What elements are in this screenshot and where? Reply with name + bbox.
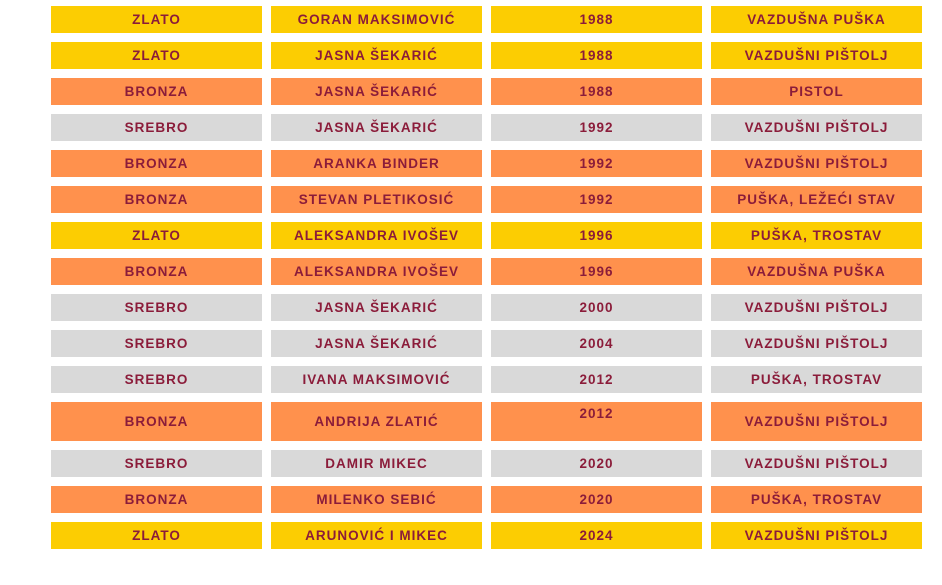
discipline-cell: PUŠKA, TROSTAV bbox=[711, 366, 922, 393]
year-cell: 1988 bbox=[491, 42, 702, 69]
medal-cell: BRONZA bbox=[51, 150, 262, 177]
discipline-cell: VAZDUŠNA PUŠKA bbox=[711, 6, 922, 33]
discipline-cell: VAZDUŠNI PIŠTOLJ bbox=[711, 522, 922, 549]
year-cell: 2012 bbox=[491, 366, 702, 393]
table-row: ZLATO ALEKSANDRA IVOŠEV 1996 PUŠKA, TROSTAV bbox=[51, 222, 922, 249]
discipline-cell: PUŠKA, LEŽEĆI STAV bbox=[711, 186, 922, 213]
athlete-cell: JASNA ŠEKARIĆ bbox=[271, 42, 482, 69]
medal-cell: SREBRO bbox=[51, 450, 262, 477]
table-row: SREBRO JASNA ŠEKARIĆ 2000 VAZDUŠNI PIŠTOLJ bbox=[51, 294, 922, 321]
year-cell: 1996 bbox=[491, 222, 702, 249]
medal-table: ZLATO GORAN MAKSIMOVIĆ 1988 VAZDUŠNA PUŠKA Z… bbox=[51, 6, 922, 558]
year-cell: 2024 bbox=[491, 522, 702, 549]
table-row: BRONZA MILENKO SEBIĆ 2020 PUŠKA, TROSTAV bbox=[51, 486, 922, 513]
year-cell: 2000 bbox=[491, 294, 702, 321]
year-cell: 1992 bbox=[491, 114, 702, 141]
athlete-cell: ANDRIJA ZLATIĆ bbox=[271, 402, 482, 441]
table-row: BRONZA STEVAN PLETIKOSIĆ 1992 PUŠKA, LEŽEĆI… bbox=[51, 186, 922, 213]
table-row: ZLATO ARUNOVIĆ I MIKEC 2024 VAZDUŠNI PIŠTOL… bbox=[51, 522, 922, 549]
discipline-cell: VAZDUŠNI PIŠTOLJ bbox=[711, 294, 922, 321]
table-row: BRONZA JASNA ŠEKARIĆ 1988 PISTOL bbox=[51, 78, 922, 105]
athlete-cell: ALEKSANDRA IVOŠEV bbox=[271, 222, 482, 249]
year-cell: 2020 bbox=[491, 486, 702, 513]
athlete-cell: JASNA ŠEKARIĆ bbox=[271, 294, 482, 321]
athlete-cell: ALEKSANDRA IVOŠEV bbox=[271, 258, 482, 285]
athlete-cell: ARANKA BINDER bbox=[271, 150, 482, 177]
medal-cell: BRONZA bbox=[51, 78, 262, 105]
athlete-cell: ARUNOVIĆ I MIKEC bbox=[271, 522, 482, 549]
year-cell: 1996 bbox=[491, 258, 702, 285]
table-row: BRONZA ALEKSANDRA IVOŠEV 1996 VAZDUŠNA PUŠK… bbox=[51, 258, 922, 285]
year-cell: 1992 bbox=[491, 186, 702, 213]
year-cell: 2004 bbox=[491, 330, 702, 357]
medal-cell: BRONZA bbox=[51, 486, 262, 513]
athlete-cell: STEVAN PLETIKOSIĆ bbox=[271, 186, 482, 213]
medal-cell: SREBRO bbox=[51, 330, 262, 357]
medal-cell: BRONZA bbox=[51, 258, 262, 285]
table-row: BRONZA ARANKA BINDER 1992 VAZDUŠNI PIŠTOLJ bbox=[51, 150, 922, 177]
table-row: ZLATO GORAN MAKSIMOVIĆ 1988 VAZDUŠNA PUŠKA bbox=[51, 6, 922, 33]
medal-cell: BRONZA bbox=[51, 402, 262, 441]
medal-cell: SREBRO bbox=[51, 114, 262, 141]
year-cell: 1988 bbox=[491, 78, 702, 105]
medal-cell: SREBRO bbox=[51, 294, 262, 321]
athlete-cell: JASNA ŠEKARIĆ bbox=[271, 78, 482, 105]
year-cell: 1992 bbox=[491, 150, 702, 177]
table-row: SREBRO JASNA ŠEKARIĆ 2004 VAZDUŠNI PIŠTOLJ bbox=[51, 330, 922, 357]
table-row: SREBRO DAMIR MIKEC 2020 VAZDUŠNI PIŠTOLJ bbox=[51, 450, 922, 477]
table-row: SREBRO JASNA ŠEKARIĆ 1992 VAZDUŠNI PIŠTOLJ bbox=[51, 114, 922, 141]
athlete-cell: DAMIR MIKEC bbox=[271, 450, 482, 477]
table-row: SREBRO IVANA MAKSIMOVIĆ 2012 PUŠKA, TROSTAV bbox=[51, 366, 922, 393]
athlete-cell: JASNA ŠEKARIĆ bbox=[271, 330, 482, 357]
discipline-cell: VAZDUŠNI PIŠTOLJ bbox=[711, 402, 922, 441]
discipline-cell: PISTOL bbox=[711, 78, 922, 105]
table-row: ZLATO JASNA ŠEKARIĆ 1988 VAZDUŠNI PIŠTOLJ bbox=[51, 42, 922, 69]
medal-cell: BRONZA bbox=[51, 186, 262, 213]
discipline-cell: VAZDUŠNI PIŠTOLJ bbox=[711, 150, 922, 177]
discipline-cell: VAZDUŠNI PIŠTOLJ bbox=[711, 42, 922, 69]
medal-cell: ZLATO bbox=[51, 6, 262, 33]
medal-cell: ZLATO bbox=[51, 42, 262, 69]
athlete-cell: GORAN MAKSIMOVIĆ bbox=[271, 6, 482, 33]
discipline-cell: VAZDUŠNI PIŠTOLJ bbox=[711, 114, 922, 141]
discipline-cell: VAZDUŠNA PUŠKA bbox=[711, 258, 922, 285]
discipline-cell: VAZDUŠNI PIŠTOLJ bbox=[711, 330, 922, 357]
athlete-cell: IVANA MAKSIMOVIĆ bbox=[271, 366, 482, 393]
athlete-cell: JASNA ŠEKARIĆ bbox=[271, 114, 482, 141]
year-cell: 2012 bbox=[491, 402, 702, 441]
discipline-cell: PUŠKA, TROSTAV bbox=[711, 222, 922, 249]
athlete-cell: MILENKO SEBIĆ bbox=[271, 486, 482, 513]
medal-cell: SREBRO bbox=[51, 366, 262, 393]
year-cell: 2020 bbox=[491, 450, 702, 477]
table-row: BRONZA ANDRIJA ZLATIĆ 2012 VAZDUŠNI PIŠTOLJ bbox=[51, 402, 922, 441]
discipline-cell: PUŠKA, TROSTAV bbox=[711, 486, 922, 513]
year-cell: 1988 bbox=[491, 6, 702, 33]
discipline-cell: VAZDUŠNI PIŠTOLJ bbox=[711, 450, 922, 477]
medal-cell: ZLATO bbox=[51, 522, 262, 549]
medal-cell: ZLATO bbox=[51, 222, 262, 249]
